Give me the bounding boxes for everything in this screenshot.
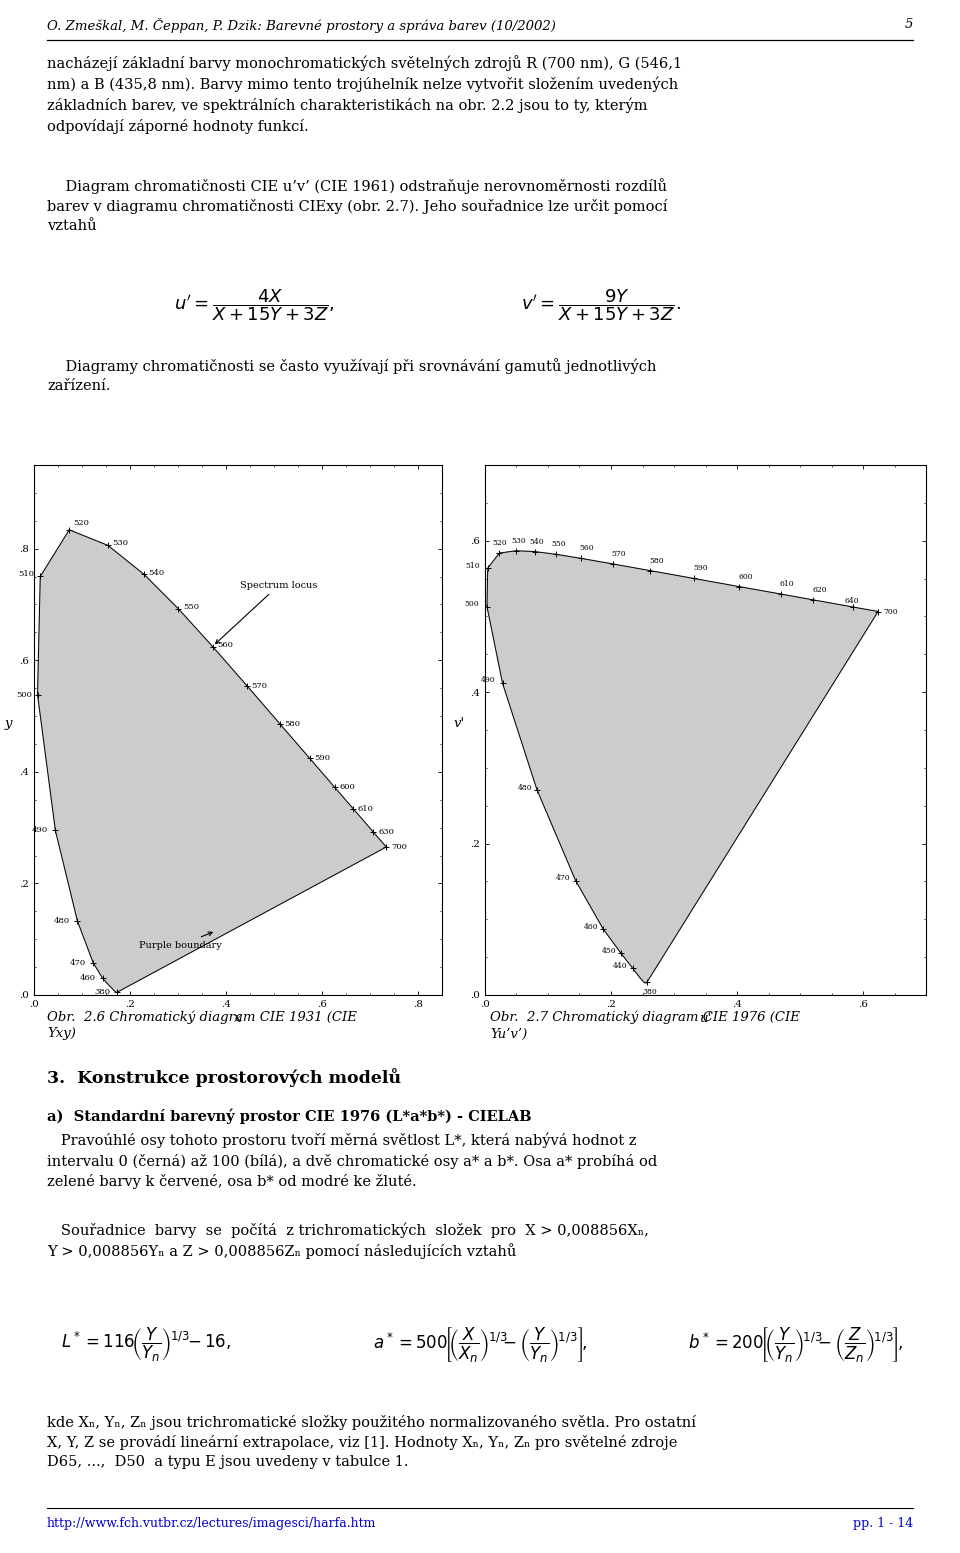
Text: Purple boundary: Purple boundary: [139, 932, 222, 949]
Text: 560: 560: [218, 641, 233, 649]
Text: 580: 580: [284, 719, 300, 727]
Text: 540: 540: [149, 568, 165, 576]
Text: 560: 560: [579, 545, 593, 553]
Text: 600: 600: [738, 573, 753, 581]
Text: 700: 700: [391, 843, 407, 851]
Polygon shape: [487, 551, 878, 983]
Text: http://www.fch.vutbr.cz/lectures/imagesci/harfa.htm: http://www.fch.vutbr.cz/lectures/imagesc…: [47, 1517, 376, 1530]
Text: Spectrum locus: Spectrum locus: [216, 581, 318, 643]
Y-axis label: v': v': [453, 717, 465, 730]
Text: 510: 510: [466, 562, 480, 570]
Text: O. Zmeškal, M. Čeppan, P. Dzik: Barevné prostory a správa barev (10/2002): O. Zmeškal, M. Čeppan, P. Dzik: Barevné …: [47, 19, 556, 33]
Text: 490: 490: [480, 676, 495, 683]
Text: 530: 530: [511, 537, 526, 545]
Text: 520: 520: [492, 539, 507, 547]
Text: 520: 520: [73, 519, 89, 526]
Text: 640: 640: [844, 596, 859, 606]
Text: Souřadnice  barvy  se  počítá  z trichromatických  složek  pro  X > 0,008856Xₙ,
: Souřadnice barvy se počítá z trichromati…: [47, 1222, 649, 1259]
Text: nacházejí základní barvy monochromatických světelných zdrojů R (700 nm), G (546,: nacházejí základní barvy monochromatický…: [47, 54, 683, 134]
Text: $u' = \dfrac{4X}{X + 15Y + 3Z},$: $u' = \dfrac{4X}{X + 15Y + 3Z},$: [174, 287, 335, 323]
X-axis label: x: x: [234, 1011, 241, 1025]
Text: 600: 600: [340, 783, 355, 790]
Text: 550: 550: [552, 540, 566, 548]
Text: kde Xₙ, Yₙ, Zₙ jsou trichromatické složky použitého normalizovaného světla. Pro : kde Xₙ, Yₙ, Zₙ jsou trichromatické složk…: [47, 1415, 696, 1469]
Text: Obr.  2.6 Chromatický diagram CIE 1931 (CIE
Yxy): Obr. 2.6 Chromatický diagram CIE 1931 (C…: [47, 1009, 357, 1041]
X-axis label: u': u': [700, 1011, 711, 1025]
Text: $a^* = 500\!\left[\!\left(\dfrac{X}{X_n}\right)^{\!1/3}\!\!\! - \left(\dfrac{Y}{: $a^* = 500\!\left[\!\left(\dfrac{X}{X_n}…: [373, 1326, 587, 1365]
Text: 460: 460: [80, 974, 95, 983]
Text: pp. 1 - 14: pp. 1 - 14: [852, 1517, 913, 1530]
Text: Diagram chromatičnosti CIE u’v’ (CIE 1961) odstraňuje nerovnoměrnosti rozdílů
ba: Diagram chromatičnosti CIE u’v’ (CIE 196…: [47, 179, 667, 233]
Text: Obr.  2.7 Chromatický diagram CIE 1976 (CIE
Yu’v’): Obr. 2.7 Chromatický diagram CIE 1976 (C…: [490, 1009, 800, 1041]
Text: 440: 440: [613, 963, 628, 971]
Text: 500: 500: [16, 691, 32, 699]
Text: $b^* = 200\!\left[\!\left(\dfrac{Y}{Y_n}\right)^{\!1/3}\!\!\! - \left(\dfrac{Z}{: $b^* = 200\!\left[\!\left(\dfrac{Y}{Y_n}…: [688, 1326, 903, 1365]
Text: $L^* = 116\!\left(\dfrac{Y}{Y_n}\right)^{\!1/3}\!\! - 16,$: $L^* = 116\!\left(\dfrac{Y}{Y_n}\right)^…: [61, 1326, 231, 1364]
Text: 700: 700: [883, 607, 898, 615]
Text: 3.  Konstrukce prostorových modelů: 3. Konstrukce prostorových modelů: [47, 1068, 401, 1087]
Y-axis label: y: y: [4, 717, 12, 730]
Text: 530: 530: [112, 539, 129, 547]
Text: 610: 610: [358, 804, 373, 812]
Text: 570: 570: [612, 550, 626, 558]
Text: 630: 630: [378, 828, 394, 836]
Text: 590: 590: [693, 564, 708, 573]
Text: 480: 480: [54, 916, 70, 926]
Text: 480: 480: [517, 784, 532, 792]
Text: 510: 510: [18, 570, 35, 578]
Text: 490: 490: [32, 826, 48, 834]
Text: 380: 380: [642, 989, 658, 997]
Text: 5: 5: [904, 19, 913, 31]
Text: 570: 570: [252, 682, 268, 690]
Text: 470: 470: [556, 874, 570, 882]
Polygon shape: [37, 530, 386, 992]
Text: 460: 460: [584, 922, 598, 930]
Text: 620: 620: [812, 585, 827, 593]
Text: a)  Standardní barevný prostor ​CIE 1976 (L*a*b*) - CIELAB: a) Standardní barevný prostor ​CIE 1976 …: [47, 1107, 532, 1123]
Text: 590: 590: [315, 755, 330, 763]
Text: $v' = \dfrac{9Y}{X + 15Y + 3Z}.$: $v' = \dfrac{9Y}{X + 15Y + 3Z}.$: [521, 287, 681, 323]
Text: Pravoúhlé osy tohoto prostoru tvoří měrná světlost L*, která nabývá hodnot z
int: Pravoúhlé osy tohoto prostoru tvoří měrn…: [47, 1134, 658, 1190]
Text: 470: 470: [70, 958, 86, 968]
Text: 450: 450: [601, 947, 616, 955]
Text: 500: 500: [465, 601, 479, 609]
Text: 540: 540: [529, 537, 544, 545]
Text: 550: 550: [183, 603, 199, 610]
Text: 580: 580: [649, 556, 664, 565]
Text: 610: 610: [780, 579, 795, 589]
Text: Diagramy chromatičnosti se často využívají při srovnávání gamutů jednotlivých
za: Diagramy chromatičnosti se často využíva…: [47, 359, 657, 393]
Text: 380: 380: [94, 988, 110, 995]
